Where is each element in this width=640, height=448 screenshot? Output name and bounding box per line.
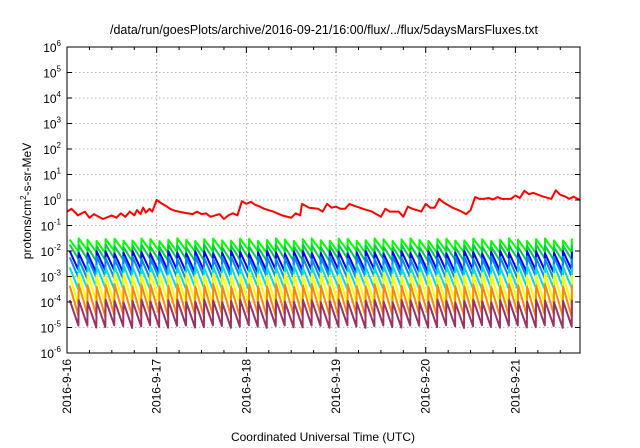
y-tick-label: 10-3 [41, 269, 62, 285]
y-axis-label-base: protons/cm [20, 200, 34, 259]
y-tick-label: 10-1 [41, 218, 62, 234]
y-tick-label-exp: -5 [54, 320, 62, 329]
y-tick-label-exp: 4 [57, 90, 62, 99]
y-tick-label-exp: 2 [57, 141, 62, 150]
y-tick-label: 102 [43, 141, 61, 157]
y-tick-label: 103 [43, 116, 61, 132]
y-tick-label-base: 10 [43, 169, 57, 183]
y-tick-label-exp: 1 [57, 167, 62, 176]
y-tick-label-base: 10 [41, 271, 55, 285]
y-tick-label-base: 10 [43, 194, 57, 208]
y-tick-label: 100 [43, 192, 61, 208]
y-tick-label: 101 [43, 167, 61, 183]
y-tick-label-base: 10 [41, 245, 55, 259]
chart-title: /data/run/goesPlots/archive/2016-09-21/1… [110, 23, 539, 37]
y-tick-label-exp: 6 [57, 39, 62, 48]
y-axis-label-sup: 2 [19, 195, 28, 200]
y-tick-label-exp: -4 [54, 294, 62, 303]
y-tick-label-base: 10 [43, 67, 57, 81]
y-tick-label-exp: 0 [57, 192, 62, 201]
y-tick-label: 106 [43, 39, 61, 55]
y-tick-label-base: 10 [41, 322, 55, 336]
series-layer [66, 189, 581, 329]
y-tick-label-base: 10 [43, 41, 57, 55]
y-tick-label-exp: -2 [54, 243, 62, 252]
y-tick-label: 10-5 [41, 320, 62, 336]
y-tick-label-base: 10 [41, 347, 55, 361]
y-tick-label-base: 10 [43, 143, 57, 157]
y-tick-label-base: 10 [43, 118, 57, 132]
y-tick-label: 105 [43, 65, 61, 81]
x-axis-label: Coordinated Universal Time (UTC) [231, 430, 415, 444]
y-tick-label: 10-6 [41, 345, 62, 361]
y-tick-label: 104 [43, 90, 61, 106]
y-tick-label: 10-4 [41, 294, 62, 310]
series-line-8 [68, 298, 573, 329]
x-tick-label: 2016-9-19 [329, 359, 343, 414]
y-tick-label-exp: -3 [54, 269, 62, 278]
y-axis-label: protons/cm2-s-sr-MeV [19, 143, 34, 259]
y-tick-label-base: 10 [43, 92, 57, 106]
series-line-0 [66, 189, 581, 220]
x-axis: 2016-9-16 2016-9-17 2016-9-18 2016-9-19 2016… [60, 47, 561, 414]
x-tick-label: 2016-9-21 [508, 359, 522, 414]
y-axis: 10610510410310210110010-110-210-310-410-… [41, 39, 580, 361]
y-tick-label-exp: -1 [54, 218, 62, 227]
x-tick-label: 2016-9-16 [60, 359, 74, 414]
y-tick-label-exp: 5 [57, 65, 62, 74]
y-tick-label-exp: -6 [54, 345, 62, 354]
y-tick-label-base: 10 [41, 296, 55, 310]
x-tick-label: 2016-9-18 [239, 359, 253, 414]
y-tick-label-exp: 3 [57, 116, 62, 125]
y-tick-label: 10-2 [41, 243, 62, 259]
y-axis-label-rest: -s-sr-MeV [20, 143, 34, 196]
x-tick-label: 2016-9-17 [150, 359, 164, 414]
y-tick-label-base: 10 [41, 220, 55, 234]
x-tick-label: 2016-9-20 [419, 359, 433, 414]
